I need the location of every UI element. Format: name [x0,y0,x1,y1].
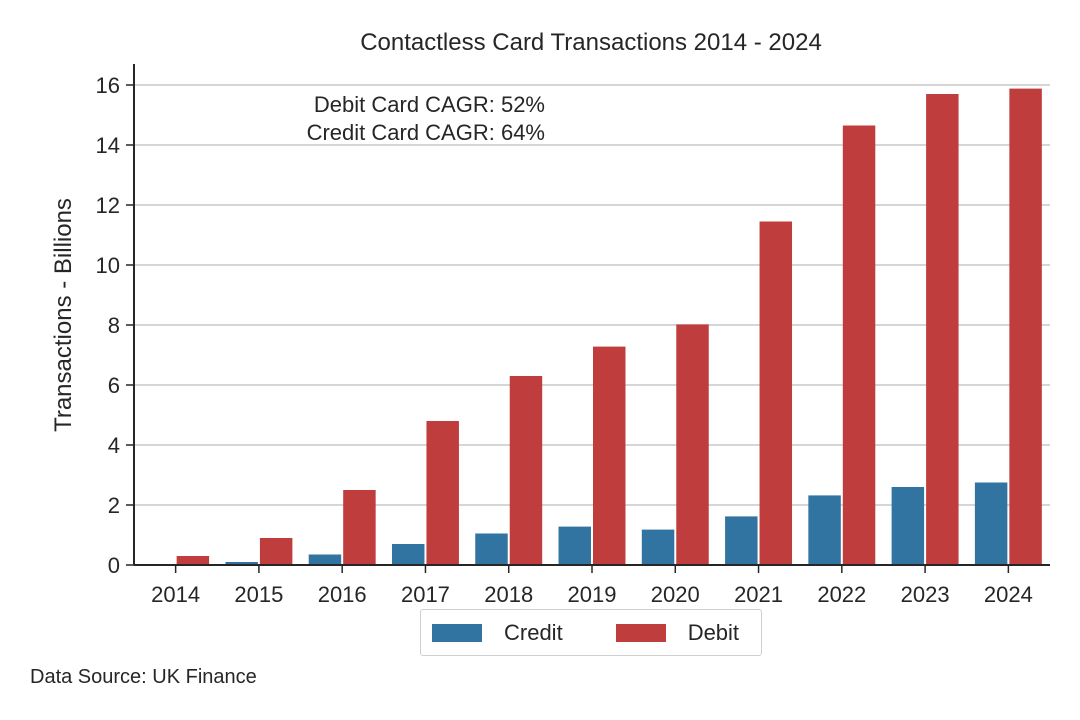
axes [126,64,1050,573]
bar-credit-2024 [974,482,1008,565]
x-tick-label-2020: 2020 [651,582,700,607]
x-tick-label-2021: 2021 [734,582,783,607]
y-tick-label-6: 6 [108,373,120,398]
bars [142,88,1042,565]
y-tick-label-16: 16 [96,73,120,98]
x-tick-label-2023: 2023 [901,582,950,607]
x-tick-label-2017: 2017 [401,582,450,607]
annotation-debit-cagr: Debit Card CAGR: 52% [314,92,545,117]
bar-debit-2021 [759,221,793,565]
bar-debit-2017 [426,421,459,565]
legend-item-debit: Debit [615,619,740,646]
gridlines [134,84,1050,506]
x-tick-label-2018: 2018 [484,582,533,607]
y-axis-label: Transactions - Billions [50,198,77,432]
bar-debit-2024 [1009,88,1042,565]
data-source-note: Data Source: UK Finance [30,666,257,688]
chart-title: Contactless Card Transactions 2014 - 202… [360,29,822,56]
legend-item-credit: Credit [432,620,563,646]
y-tick-label-14: 14 [96,133,120,158]
bar-debit-2016 [343,490,376,565]
bar-credit-2016 [308,554,342,565]
y-tick-label-0: 0 [108,553,120,578]
x-tick-label-2019: 2019 [568,582,617,607]
y-tick-label-4: 4 [108,433,120,458]
legend-swatch-debit [615,623,666,642]
bar-credit-2019 [558,526,591,565]
x-tick-label-2016: 2016 [318,582,367,607]
bar-credit-2018 [475,533,508,565]
x-tick-label-2024: 2024 [984,582,1033,607]
bar-debit-2022 [842,125,876,565]
y-tick-label-8: 8 [108,313,120,338]
y-tick-label-2: 2 [108,493,120,518]
x-tick-label-2014: 2014 [151,582,200,607]
bar-credit-2023 [891,487,925,565]
bar-credit-2015 [225,562,258,565]
legend: Credit Debit [420,609,762,656]
y-tick-label-12: 12 [96,193,120,218]
bar-debit-2015 [259,538,293,565]
bar-debit-2014 [176,556,210,565]
bar-credit-2022 [808,495,841,565]
bar-credit-2021 [725,516,758,565]
bar-credit-2020 [641,529,675,565]
bar-debit-2018 [509,376,543,565]
x-tick-label-2015: 2015 [234,582,283,607]
legend-label-credit: Credit [504,619,563,645]
legend-label-debit: Debit [687,619,740,645]
y-tick-label-10: 10 [96,253,120,278]
legend-swatch-credit [432,623,482,642]
bar-debit-2020 [676,324,709,565]
x-tick-label-2022: 2022 [817,582,866,607]
bar-debit-2023 [926,94,959,565]
tick-labels: 0 2 4 6 8 10 12 14 16 2014 2015 2016 2017 2018 2019 202… [96,73,1033,607]
bar-debit-2019 [593,346,626,565]
bar-credit-2017 [391,544,425,565]
annotation-credit-cagr: Credit Card CAGR: 64% [307,120,545,145]
